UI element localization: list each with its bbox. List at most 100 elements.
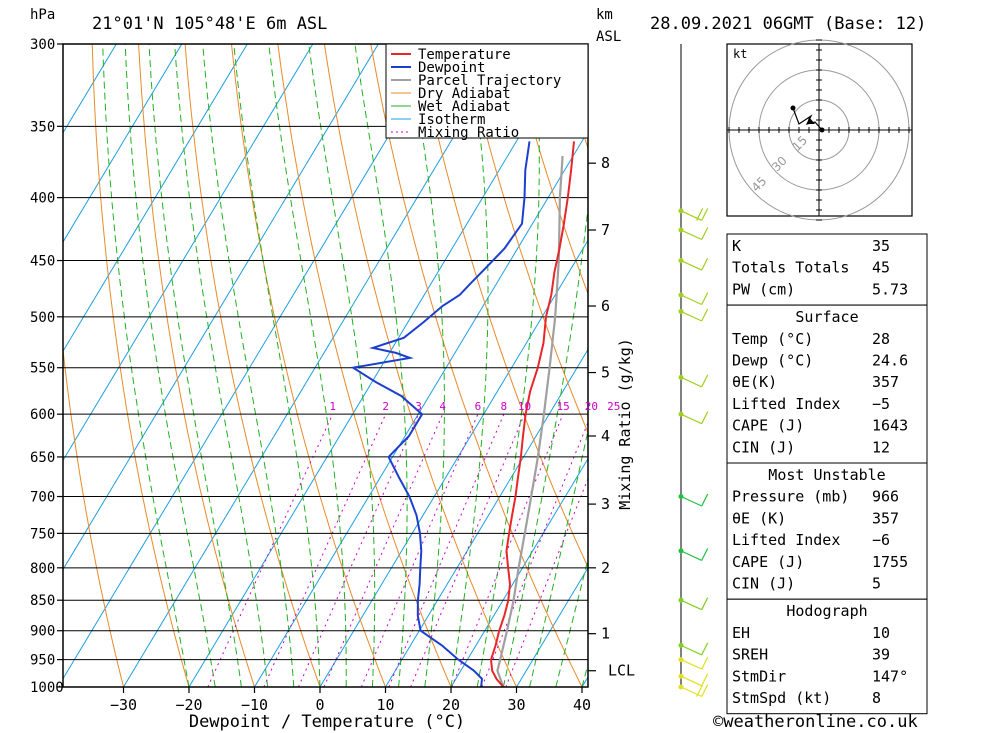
index-label: θE(K): [732, 373, 777, 391]
isotherm-line: [254, 130, 588, 687]
mixing-ratio-label: 10: [518, 400, 531, 413]
wet-adiabat-line: [308, 44, 376, 687]
wind-barb-flag: [696, 208, 704, 221]
wind-barb-flag: [701, 411, 709, 424]
wind-barb-flag: [701, 642, 709, 656]
legend-entry: Temperature: [418, 47, 511, 63]
mixing-ratio-axis-label: Mixing Ratio (g/kg): [616, 338, 634, 510]
pressure-tick-label: 650: [30, 450, 55, 466]
pressure-tick-label: 750: [30, 526, 55, 542]
mixing-ratio-label: 25: [607, 400, 620, 413]
wind-barb-shaft: [680, 413, 702, 425]
index-value: 12: [872, 438, 890, 456]
hpa-unit-label: hPa: [30, 7, 55, 23]
wind-barbs: [678, 44, 709, 698]
index-label: Lifted Index: [732, 395, 840, 413]
legend-entry: Parcel Trajectory: [418, 73, 561, 89]
isotherm-line: [63, 44, 248, 353]
wind-barb-shaft: [680, 260, 702, 271]
index-label: CIN (J): [732, 575, 795, 593]
storm-motion-arrow: [807, 117, 815, 124]
pressure-tick-label: 350: [30, 119, 55, 135]
legend-entry: Mixing Ratio: [418, 125, 519, 141]
index-value: 39: [872, 646, 890, 664]
wind-barb-shaft: [680, 550, 702, 561]
wind-barb-flag: [701, 257, 709, 271]
wind-barb-shaft: [680, 659, 702, 670]
pressure-tick-label: 550: [30, 361, 55, 377]
index-value: −5: [872, 395, 890, 413]
basic-indices-box: [726, 233, 928, 306]
isotherm-line: [385, 348, 588, 687]
hodograph-unit-label: kt: [733, 47, 747, 61]
altitude-tick-label: 1: [601, 625, 610, 643]
wind-barb-shaft: [680, 495, 702, 507]
index-label: SREH: [732, 646, 768, 664]
wet-adiabat-line: [354, 44, 408, 687]
dry-adiabat-line: [63, 346, 124, 687]
mixing-ratio-label: 6: [475, 400, 482, 413]
wind-barb-shaft: [680, 599, 702, 611]
index-label: EH: [732, 624, 750, 642]
index-value: 10: [872, 624, 890, 642]
index-label: CIN (J): [732, 438, 795, 456]
index-label: Lifted Index: [732, 531, 840, 549]
pressure-tick-label: 1000: [30, 680, 64, 696]
wet-adiabat-line: [555, 557, 588, 687]
index-value: 357: [872, 509, 899, 527]
isotherm-line: [319, 239, 588, 687]
mixing-ratio-line: [298, 413, 419, 687]
dry-adiabat-line: [975, 44, 1000, 687]
surface-indices-box: [726, 304, 928, 464]
wind-barb-flag: [696, 684, 704, 697]
pressure-tick-label: 300: [30, 37, 55, 53]
hodograph-top-dot: [790, 105, 796, 111]
isotherm-line: [123, 44, 510, 687]
index-value: 147°: [872, 667, 908, 685]
index-value: 5.73: [872, 280, 908, 298]
wet-adiabat-line: [202, 44, 295, 687]
wind-barb-shaft: [680, 376, 702, 388]
legend-entry: Isotherm: [418, 112, 485, 128]
index-label: StmSpd (kt): [732, 689, 831, 707]
wet-adiabat-line: [407, 44, 445, 687]
x-axis-label: Dewpoint / Temperature (°C): [189, 712, 465, 732]
axes: 1 2 3 4 6 8 10 15 20 2530035040045050055060065070…: [30, 37, 635, 714]
index-label: Totals Totals: [732, 259, 849, 277]
altitude-tick-label: 5: [601, 364, 610, 382]
wind-barb-shaft: [680, 686, 702, 698]
altitude-tick-label: LCL: [608, 662, 635, 680]
hodograph-surface-dot: [819, 127, 825, 133]
altitude-tick-label: 7: [601, 221, 610, 239]
wind-barb-flag: [701, 548, 709, 561]
index-value: 1755: [872, 553, 908, 571]
mixing-ratio-line: [360, 414, 479, 687]
legend-entry: Dry Adiabat: [418, 86, 511, 102]
index-label: CAPE (J): [732, 417, 804, 435]
copyright-label: ©weatheronline.co.uk: [713, 712, 918, 732]
wind-barb-shaft: [680, 210, 702, 221]
index-value: 35: [872, 237, 890, 255]
mixing-ratio-line: [410, 414, 525, 687]
plot-frame: [62, 43, 589, 688]
legend-box: [385, 43, 589, 139]
isotherm-line: [516, 566, 588, 687]
index-value: 966: [872, 488, 899, 506]
wind-barb-flag: [701, 374, 709, 388]
pressure-tick-label: 700: [30, 490, 55, 506]
unstable-indices-box: [726, 462, 928, 600]
mixing-ratio-label: 3: [415, 400, 422, 413]
index-label: K: [732, 237, 741, 255]
wind-barb-flag: [701, 493, 709, 507]
wind-barb-flag: [701, 308, 709, 322]
wet-adiabat-line: [268, 44, 347, 687]
pressure-tick-label: 600: [30, 407, 55, 423]
temperature-tick-label: 0: [315, 696, 324, 714]
asl-label: ASL: [596, 29, 621, 45]
wind-barb-flag: [701, 208, 709, 221]
mixing-ratio-label: 15: [556, 400, 569, 413]
profiles: [350, 141, 575, 687]
index-label: PW (cm): [732, 280, 795, 298]
